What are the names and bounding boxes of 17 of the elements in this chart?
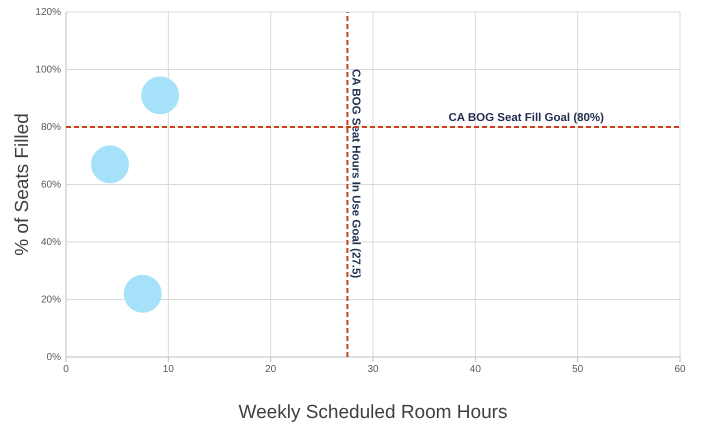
y-tick-label: 120% [35,7,62,18]
x-tick-label: 10 [162,364,174,376]
y-tick-label: 60% [40,180,62,191]
x-tick-label: 0 [63,364,70,376]
y-tick-label: 20% [40,294,62,306]
y-tick-label: 40% [40,237,62,248]
x-tick-label: 50 [572,364,584,376]
x-tick-label: 30 [367,364,379,376]
ref-line-label: CA BOG Seat Fill Goal (80%) [448,112,604,124]
x-tick-label: 60 [674,364,686,376]
x-tick-label: 40 [470,364,482,376]
y-tick-label: 80% [40,122,62,134]
y-axis-title: % of Seats Filled [12,113,33,256]
x-axis-title: Weekly Scheduled Room Hours [238,402,508,423]
y-tick-label: 0% [46,352,62,364]
x-tick-label: 20 [265,364,277,376]
y-tick-label: 100% [35,64,62,76]
